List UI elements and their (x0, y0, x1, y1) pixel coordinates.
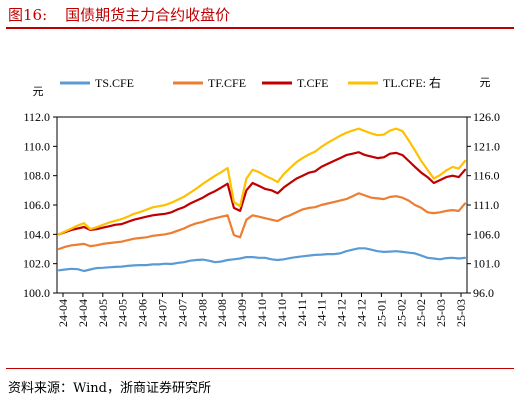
y-right-tick-label: 106.0 (473, 227, 500, 241)
x-tick-label: 24-07 (156, 299, 170, 327)
y-left-axis-label: 元 (33, 85, 44, 98)
y-right-tick-label: 96.0 (473, 286, 494, 300)
y-left-tick-label: 112.0 (23, 110, 50, 124)
y-left-tick-label: 102.0 (23, 257, 50, 271)
x-tick-label: 25-03 (454, 299, 468, 327)
y-left-tick-label: 108.0 (23, 169, 50, 183)
y-left-tick-label: 110.0 (23, 139, 50, 153)
y-left-tick-label: 106.0 (23, 198, 50, 212)
x-tick-label: 24-07 (175, 299, 189, 327)
source-note: 资料来源：Wind，浙商证券研究所 (8, 381, 211, 396)
y-right-tick-label: 111.0 (473, 198, 499, 212)
series-line-0 (57, 247, 467, 273)
x-tick-label: 24-04 (76, 299, 90, 327)
y-right-axis-label: 元 (480, 76, 491, 89)
x-tick-label: 24-12 (355, 299, 369, 327)
title-rule (6, 27, 514, 29)
y-left-tick-label: 104.0 (23, 227, 50, 241)
x-tick-label: 24-10 (275, 299, 289, 327)
y-right-tick-label: 116.0 (473, 169, 500, 183)
figure-title-text: 国债期货主力合约收盘价 (65, 6, 231, 24)
x-tick-label: 24-11 (315, 299, 329, 327)
x-tick-label: 25-02 (414, 299, 428, 327)
y-left-tick-label: 100.0 (23, 286, 50, 300)
x-tick-label: 24-11 (295, 299, 309, 327)
x-tick-label: 24-10 (255, 299, 269, 327)
legend-label-0: TS.CFE (95, 76, 134, 90)
x-tick-label: 25-01 (374, 299, 388, 327)
legend-label-2: T.CFE (297, 76, 328, 90)
y-right-tick-label: 126.0 (473, 110, 500, 124)
figure-number: 图16: (8, 6, 48, 24)
x-tick-label: 24-05 (116, 299, 130, 327)
x-tick-label: 24-05 (96, 299, 110, 327)
legend-label-1: TF.CFE (208, 76, 246, 90)
y-right-tick-label: 121.0 (473, 139, 500, 153)
series-line-2 (57, 151, 467, 236)
series-line-3 (57, 127, 467, 236)
x-tick-label: 24-08 (215, 299, 229, 327)
x-tick-label: 24-09 (235, 299, 249, 327)
x-tick-label: 25-03 (434, 299, 448, 327)
figure-title: 图16: 国债期货主力合约收盘价 (8, 4, 230, 25)
y-right-tick-label: 101.0 (473, 257, 500, 271)
x-tick-label: 25-02 (394, 299, 408, 327)
x-tick-label: 24-04 (56, 299, 70, 327)
x-tick-label: 24-12 (335, 299, 349, 327)
x-tick-label: 24-06 (136, 299, 150, 327)
source-rule (6, 368, 514, 369)
series-line-1 (57, 192, 467, 251)
x-tick-label: 24-08 (195, 299, 209, 327)
legend-label-3: TL.CFE: 右 (383, 75, 441, 90)
